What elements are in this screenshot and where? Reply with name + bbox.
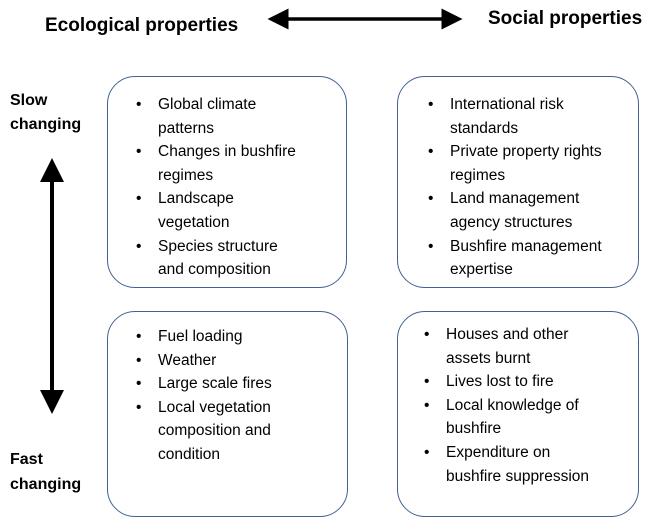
box <box>397 311 639 517</box>
header-right: Social properties <box>488 8 643 29</box>
bullet-text: Local vegetation <box>136 398 271 418</box>
slow-label: Slow <box>10 92 48 109</box>
bullet-text: agency structures <box>450 214 573 231</box>
bullet-text: Private property rights <box>428 142 602 162</box>
bullet-text: International risk <box>428 95 564 115</box>
bullet-text: Changes in bushfire <box>136 142 296 162</box>
bullet-text: patterns <box>158 119 215 137</box>
bullet-text: condition <box>158 446 221 463</box>
slow-label: changing <box>10 116 82 133</box>
bullet-text: Local knowledge of <box>424 396 579 416</box>
bullet-text: assets burnt <box>446 349 531 367</box>
bullet-text: and composition <box>158 261 271 279</box>
bullet-text: Expenditure on <box>424 443 550 463</box>
box <box>107 311 348 517</box>
box <box>107 76 347 288</box>
bullet-text: Large scale fires <box>136 374 272 394</box>
bullet-text: expertise <box>450 261 513 279</box>
bullet-text: bushfire suppression <box>446 467 590 485</box>
bullet-text: regimes <box>158 166 214 184</box>
bullet-text: Bushfire management <box>428 237 602 257</box>
bullet-text: composition and <box>158 422 271 440</box>
bullet-text: Lives lost to fire <box>424 372 554 392</box>
box <box>397 76 639 288</box>
bullet-text: Global climate <box>136 95 256 115</box>
header-left: Ecological properties <box>45 15 239 36</box>
bullet-text: Land management <box>428 189 579 209</box>
fast-label: changing <box>10 476 82 493</box>
bullet-text: Houses and other <box>424 325 568 345</box>
bullet-text: regimes <box>450 166 506 184</box>
fast-label: Fast <box>10 451 43 468</box>
bullet-text: bushfire <box>446 420 502 438</box>
bullet-text: vegetation <box>158 214 230 231</box>
bullet-text: Species structure <box>136 237 278 257</box>
bullet-text: Landscape <box>136 189 234 209</box>
bullet-text: Weather <box>136 351 216 371</box>
bullet-text: standards <box>450 119 519 137</box>
bullet-text: Fuel loading <box>136 327 243 347</box>
